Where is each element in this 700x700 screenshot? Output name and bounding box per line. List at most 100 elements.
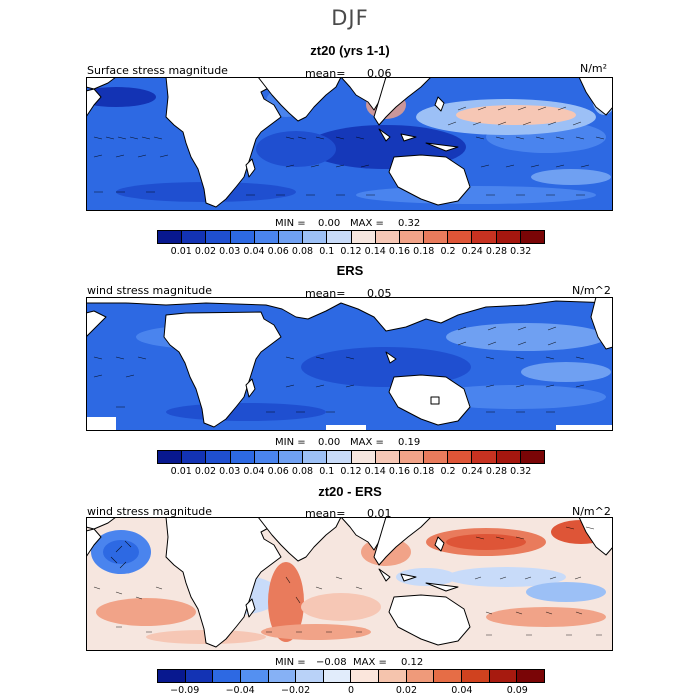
- min-label: MIN =: [275, 657, 306, 668]
- colorbar-swatch: [434, 670, 463, 682]
- colorbar-swatch: [375, 231, 400, 243]
- colorbar-tick-label: 0.24: [461, 246, 483, 257]
- colorbar-swatch: [303, 231, 328, 243]
- max-value: 0.32: [398, 218, 421, 229]
- colorbar-tick-label: 0.09: [506, 685, 528, 696]
- colorbar-swatch: [379, 670, 407, 682]
- panel-title: ERS: [336, 263, 364, 278]
- colorbar-swatch: [268, 670, 297, 682]
- colorbar-tick-label: 0.12: [340, 246, 362, 257]
- colorbar-tick-label: 0.32: [510, 246, 532, 257]
- colorbar-tick-label: 0.14: [364, 246, 386, 257]
- colorbar-swatch: [158, 670, 186, 682]
- colorbar-swatch: [399, 451, 425, 463]
- colorbar-ticks: 0.01 0.02 0.03 0.04 0.06 0.08 0.1 0.12 0.14 0.16 0…: [157, 246, 545, 258]
- colorbar-tick-label: 0.06: [267, 246, 289, 257]
- colorbar-tick-label: 0.16: [388, 466, 411, 477]
- colorbar-tick-label: 0.2: [440, 246, 456, 257]
- field-label: Surface stress magnitude: [87, 64, 228, 77]
- colorbar-tick-label: 0.03: [219, 246, 241, 257]
- colorbar-ticks: 0.01 0.02 0.03 0.04 0.06 0.08 0.1 0.12 0.14 0.16 0…: [157, 466, 545, 478]
- colorbar-tick-label: 0.24: [461, 466, 483, 477]
- colorbar-swatch: [472, 231, 497, 243]
- colorbar-swatch: [351, 451, 376, 463]
- max-label: MAX =: [350, 218, 384, 229]
- colorbar-swatch: [303, 451, 328, 463]
- units-label: N/m²: [580, 62, 608, 75]
- colorbar-swatch: [296, 670, 324, 682]
- colorbar-swatch: [517, 670, 544, 682]
- colorbar-swatch: [424, 231, 449, 243]
- colorbar-tick-label: 0.02: [194, 246, 217, 257]
- colorbar-tick-label: 0.18: [413, 246, 435, 257]
- colorbar-swatch: [351, 231, 376, 243]
- colorbar-swatch: [213, 670, 241, 682]
- colorbar-tick-label: −0.09: [170, 685, 200, 696]
- max-value: 0.19: [398, 437, 421, 448]
- map-svg: [86, 297, 613, 431]
- colorbar-tick-label: 0.08: [291, 246, 314, 257]
- colorbar-tick-label: 0: [347, 685, 355, 696]
- colorbar-tick-label: 0.04: [451, 685, 473, 696]
- colorbar-swatch: [489, 670, 518, 682]
- colorbar-tick-label: 0.28: [485, 246, 508, 257]
- world-map: [86, 297, 613, 431]
- colorbar-tick-label: 0.02: [395, 685, 417, 696]
- stress-vector-arrows: [93, 106, 605, 196]
- min-value: −0.08: [316, 657, 347, 668]
- map-svg: [86, 77, 613, 211]
- colorbar-tick-label: 0.01: [170, 466, 192, 477]
- colorbar-tick-label: 0.32: [510, 466, 532, 477]
- colorbar-swatch: [278, 231, 304, 243]
- colorbar-swatch: [278, 451, 304, 463]
- colorbar-swatch: [182, 451, 207, 463]
- colorbar-tick-label: 0.02: [194, 466, 217, 477]
- panel-title: zt20 (yrs 1-1): [310, 43, 390, 58]
- field-label: wind stress magnitude: [87, 505, 213, 518]
- min-value: 0.00: [318, 218, 341, 229]
- colorbar-swatch: [185, 670, 214, 682]
- colorbar-tick-label: −0.02: [281, 685, 311, 696]
- colorbar-swatch: [399, 231, 425, 243]
- max-value: 0.12: [401, 657, 424, 668]
- colorbar-swatch: [182, 231, 207, 243]
- colorbar-swatch: [520, 231, 544, 243]
- colorbar-tick-label: 0.1: [319, 466, 335, 477]
- colorbar-swatch: [472, 451, 497, 463]
- colorbar-tick-label: 0.1: [319, 246, 335, 257]
- map-svg: [86, 517, 613, 651]
- colorbar-swatch: [496, 451, 521, 463]
- colorbar-tick-label: 0.12: [340, 466, 362, 477]
- colorbar: [157, 230, 545, 244]
- colorbar-tick-label: 0.04: [243, 466, 265, 477]
- colorbar-swatch: [496, 231, 521, 243]
- colorbar-tick-label: 0.14: [364, 466, 386, 477]
- world-map: [86, 517, 613, 651]
- units-label: N/m^2: [572, 505, 611, 518]
- colorbar-swatch: [520, 451, 544, 463]
- colorbar: [157, 450, 545, 464]
- max-label: MAX =: [353, 657, 387, 668]
- colorbar-swatch: [375, 451, 400, 463]
- min-value: 0.00: [318, 437, 341, 448]
- min-label: MIN =: [275, 218, 306, 229]
- max-label: MAX =: [350, 437, 384, 448]
- colorbar-swatch: [462, 670, 490, 682]
- colorbar-swatch: [448, 451, 473, 463]
- colorbar: [157, 669, 545, 683]
- colorbar-swatch: [158, 451, 183, 463]
- colorbar-tick-label: 0.18: [413, 466, 435, 477]
- min-label: MIN =: [275, 437, 306, 448]
- colorbar-tick-label: 0.03: [219, 466, 241, 477]
- panel-title: zt20 - ERS: [318, 484, 382, 499]
- colorbar-swatch: [254, 451, 279, 463]
- colorbar-swatch: [230, 451, 255, 463]
- colorbar-swatch: [230, 231, 255, 243]
- colorbar-ticks: −0.09 −0.04 −0.02 0 0.02 0.04 0.09: [157, 685, 545, 697]
- colorbar-tick-label: 0.08: [291, 466, 314, 477]
- colorbar-swatch: [327, 231, 352, 243]
- colorbar-tick-label: 0.06: [267, 466, 289, 477]
- colorbar-tick-label: 0.01: [170, 246, 192, 257]
- colorbar-swatch: [254, 231, 279, 243]
- units-label: N/m^2: [572, 284, 611, 297]
